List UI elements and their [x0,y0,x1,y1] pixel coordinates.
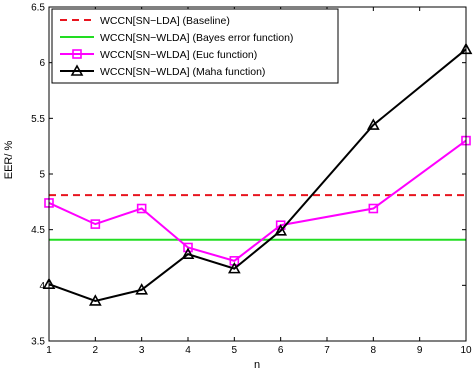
legend-label: WCCN[SN−WLDA] (Maha function) [100,66,265,78]
data-point [366,118,380,130]
plot-area [42,42,473,306]
x-tick-label: 8 [371,345,377,356]
legend-marker [70,64,84,76]
data-point [135,283,149,295]
x-tick-label: 6 [278,345,284,356]
x-axis-label: n [254,359,260,371]
legend-item: WCCN[SN−WLDA] (Bayes error function) [60,32,293,44]
legend-item: WCCN[SN−WLDA] (Euc function) [60,49,257,61]
data-point [368,203,379,214]
data-point [181,247,195,259]
data-point [136,203,147,214]
y-tick-label: 5 [39,170,45,181]
legend-label: WCCN[SN−WLDA] (Euc function) [100,49,257,61]
y-axis-label: EER/ % [3,141,15,180]
series-line [48,139,467,262]
x-tick-label: 10 [460,345,472,356]
series-line [48,48,467,302]
x-tick-label: 4 [185,345,191,356]
legend-label: WCCN[SN−LDA] (Baseline) [100,15,230,27]
legend-box [51,8,339,84]
data-point [88,294,102,306]
y-tick-label: 4 [39,281,45,292]
y-tick-label: 5.5 [31,114,45,125]
y-tick-label: 6 [39,58,45,69]
x-tick-label: 2 [93,345,99,356]
legend-item: WCCN[SN−WLDA] (Maha function) [60,64,265,78]
x-tick-label: 7 [324,345,330,356]
x-tick-label: 1 [46,345,52,356]
data-point [274,224,288,236]
data-point [183,242,193,253]
legend-label: WCCN[SN−WLDA] (Bayes error function) [100,32,293,44]
x-tick-label: 9 [417,345,423,356]
legend: WCCN[SN−LDA] (Baseline) WCCN[SN−WLDA] (Ba… [51,8,339,84]
y-tick-label: 6.5 [31,3,45,14]
axes: 1 2 3 4 5 6 7 8 9 10 3.5 4 4.5 5 5.5 6 6.5 [31,3,472,357]
y-tick-label: 4.5 [31,225,45,236]
y-tick-label: 3.5 [31,337,45,348]
data-point [90,219,101,229]
x-tick-label: 3 [139,345,145,356]
legend-item: WCCN[SN−LDA] (Baseline) [60,15,230,27]
data-point [227,261,241,274]
legend-marker [72,49,82,59]
x-tick-label: 5 [232,345,238,356]
